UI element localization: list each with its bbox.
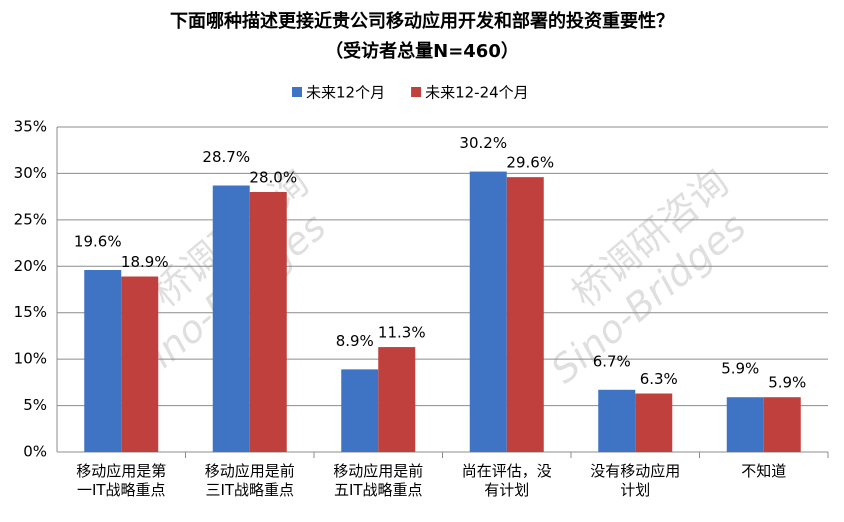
bar [726,397,764,452]
y-tick-label: 35% [14,118,47,136]
chart-title: 下面哪种描述更接近贵公司移动应用开发和部署的投资重要性？ [170,10,674,32]
y-tick-label: 30% [14,164,47,182]
y-tick-label: 0% [23,443,47,461]
y-tick-label: 15% [14,303,47,321]
y-tick-label: 25% [14,210,47,228]
x-tick-label: 移动应用是前五IT战略重点 [333,462,424,499]
bar [212,185,250,452]
value-label: 18.9% [121,253,169,271]
legend-swatch [411,87,422,97]
value-label: 11.3% [378,324,426,342]
y-tick-label: 10% [14,350,47,368]
legend-swatch [292,87,302,97]
bar [469,171,507,453]
x-tick-label: 尚在评估，没有计划 [461,462,552,499]
x-tick-label: 移动应用是前三IT战略重点 [204,462,295,499]
bar [249,192,287,452]
bar [121,276,159,452]
x-tick-label: 不知道 [741,462,787,480]
x-tick-label: 没有移动应用计划 [590,462,681,499]
y-tick-label: 5% [23,396,47,414]
value-label: 5.9% [768,374,806,392]
chart-subtitle: （受访者总量N=460） [325,40,519,62]
value-label: 5.9% [721,360,759,378]
legend-label: 未来12-24个月 [425,84,529,102]
bar [598,389,636,452]
value-label: 28.0% [249,169,297,187]
y-tick-label: 20% [14,257,47,275]
bar [378,347,416,452]
bar [84,270,122,452]
bar [341,369,379,452]
value-label: 6.3% [640,370,678,388]
bar [506,177,544,452]
value-label: 30.2% [459,134,507,152]
bar [763,397,801,452]
legend-label: 未来12个月 [306,84,385,102]
value-label: 28.7% [202,148,250,166]
value-label: 8.9% [336,332,374,350]
x-tick-label: 移动应用是第一IT战略重点 [76,462,167,499]
value-label: 29.6% [506,154,554,172]
bar [635,393,673,452]
value-label: 6.7% [593,352,631,370]
value-label: 19.6% [74,233,122,251]
